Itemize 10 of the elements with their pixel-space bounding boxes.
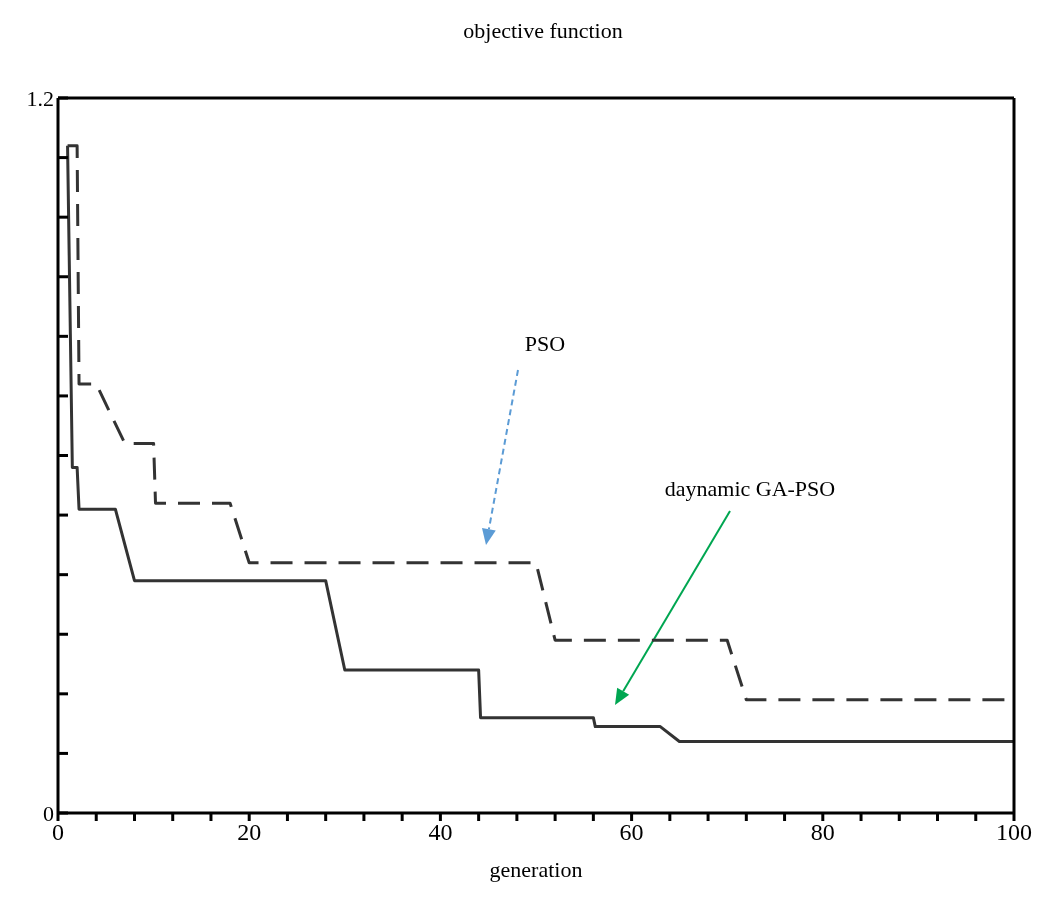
chart-title: objective function [463,18,623,43]
x-tick-label: 40 [428,819,453,846]
x-axis-title: generation [489,856,583,882]
x-tick-label: 60 [619,819,644,846]
x-tick-label: 20 [237,819,262,846]
x-tick-label: 100 [996,819,1032,846]
annotation: daynamic GA-PSO [664,476,836,501]
x-tick-label: 80 [810,819,835,846]
annotation: PSO [524,331,566,356]
y-tick-label: 1.2 [26,85,54,111]
